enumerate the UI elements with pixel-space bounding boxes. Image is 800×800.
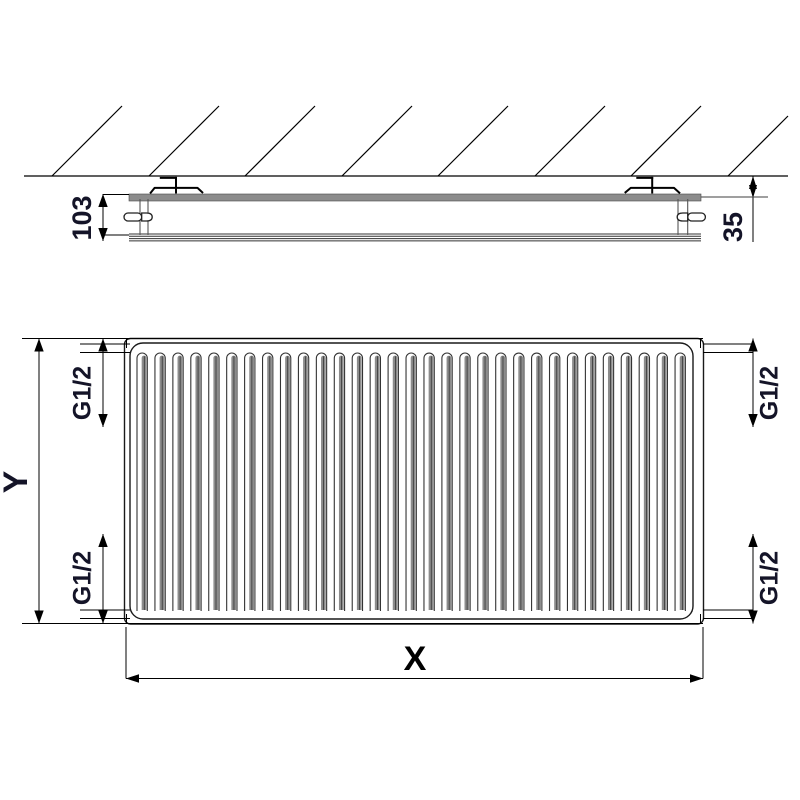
svg-text:35: 35 — [718, 212, 748, 242]
svg-text:G1/2: G1/2 — [69, 366, 97, 420]
svg-text:G1/2: G1/2 — [756, 366, 784, 420]
svg-text:103: 103 — [67, 195, 97, 240]
svg-text:Y: Y — [0, 470, 35, 493]
svg-text:X: X — [404, 640, 427, 678]
svg-text:G1/2: G1/2 — [69, 551, 97, 605]
svg-text:G1/2: G1/2 — [756, 551, 784, 605]
